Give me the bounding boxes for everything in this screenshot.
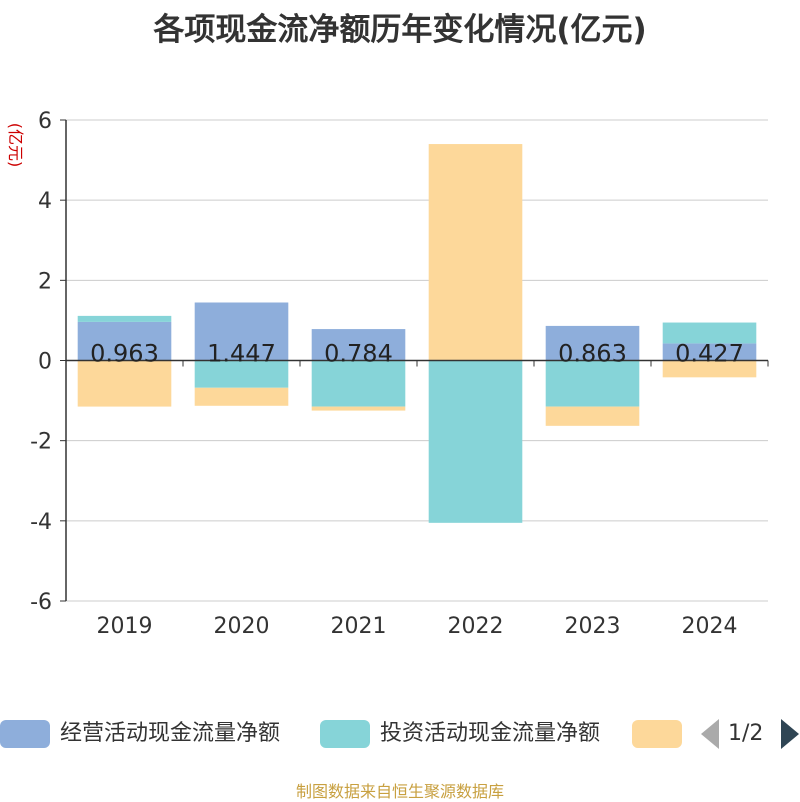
legend: 经营活动现金流量净额 投资活动现金流量净额 1/2: [0, 716, 800, 756]
bar-2023-series-2: [546, 407, 640, 426]
data-label: 0.784: [324, 340, 393, 368]
legend-page-indicator: 1/2: [728, 720, 763, 748]
data-label: 1.447: [207, 340, 276, 368]
x-tick-label: 2020: [214, 614, 270, 639]
y-tick-label: -2: [30, 430, 52, 455]
data-label: 0.863: [558, 340, 627, 368]
legend-label-investing[interactable]: 投资活动现金流量净额: [380, 720, 600, 748]
y-tick-label: 6: [38, 109, 52, 134]
data-label: 0.427: [675, 340, 744, 368]
y-tick-label: 0: [38, 350, 52, 375]
x-tick-label: 2022: [448, 614, 504, 639]
bar-2020-series-2: [195, 388, 289, 406]
y-tick-label: -6: [30, 590, 52, 615]
y-axis-unit-label: (亿元): [6, 123, 25, 168]
bar-2019-series-1: [78, 316, 172, 322]
x-tick-label: 2021: [331, 614, 387, 639]
bar-2021-series-2: [312, 407, 406, 411]
bars: [78, 144, 757, 523]
y-tick-label: -4: [30, 510, 52, 535]
bar-chart: 6 4 2 0 -2 -4 -6 (亿元) 2019 2020 2021 2022 2023 2024 0…: [0, 0, 800, 700]
legend-swatch-investing[interactable]: [320, 720, 370, 748]
bar-2022-series-2: [429, 144, 523, 360]
legend-swatch-operating[interactable]: [0, 720, 50, 748]
legend-label-operating[interactable]: 经营活动现金流量净额: [60, 720, 280, 748]
legend-swatch-financing[interactable]: [632, 720, 682, 748]
x-tick-label: 2023: [565, 614, 621, 639]
x-tick-label: 2019: [97, 614, 153, 639]
legend-next-page-icon[interactable]: [781, 719, 799, 749]
y-tick-label: 4: [38, 189, 52, 214]
data-source-note: 制图数据来自恒生聚源数据库: [0, 778, 800, 802]
legend-prev-page-icon[interactable]: [701, 719, 719, 749]
data-label: 0.963: [90, 340, 159, 368]
bar-2022-series-1: [429, 361, 523, 523]
x-tick-label: 2024: [682, 614, 738, 639]
y-tick-label: 2: [38, 269, 52, 294]
